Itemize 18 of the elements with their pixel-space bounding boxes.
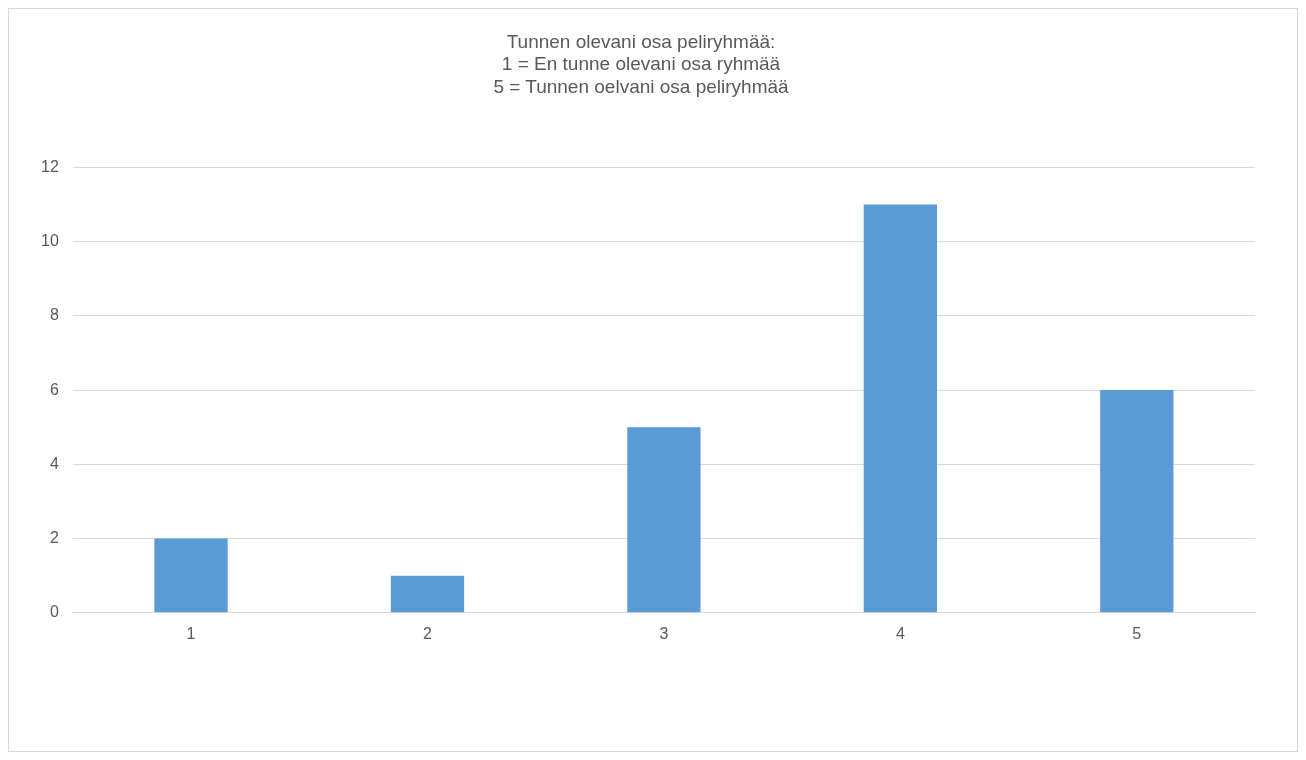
bar xyxy=(154,538,228,613)
y-tick-label: 4 xyxy=(49,454,59,472)
x-tick-label: 4 xyxy=(895,624,905,642)
bar xyxy=(390,575,465,613)
y-tick-label: 0 xyxy=(49,603,59,621)
chart-title: Tunnen olevani osa peliryhmää: 1 = En tunne olevani osa ryhmää 5 = Tunnen oelvani osa peliryhmää xyxy=(493,30,790,98)
y-tick-label: 12 xyxy=(41,157,59,175)
x-tick-label: 3 xyxy=(659,624,669,642)
y-tick-label: 6 xyxy=(49,380,59,398)
y-tick-label: 2 xyxy=(49,528,59,546)
bar xyxy=(1100,390,1174,613)
bar xyxy=(627,427,701,613)
x-tick-label: 1 xyxy=(186,624,196,642)
x-tick-label: 5 xyxy=(1132,624,1142,642)
y-tick-label: 10 xyxy=(41,232,59,250)
y-tick-label: 8 xyxy=(49,306,59,324)
x-tick-label: 2 xyxy=(423,624,432,642)
bar xyxy=(863,204,937,613)
